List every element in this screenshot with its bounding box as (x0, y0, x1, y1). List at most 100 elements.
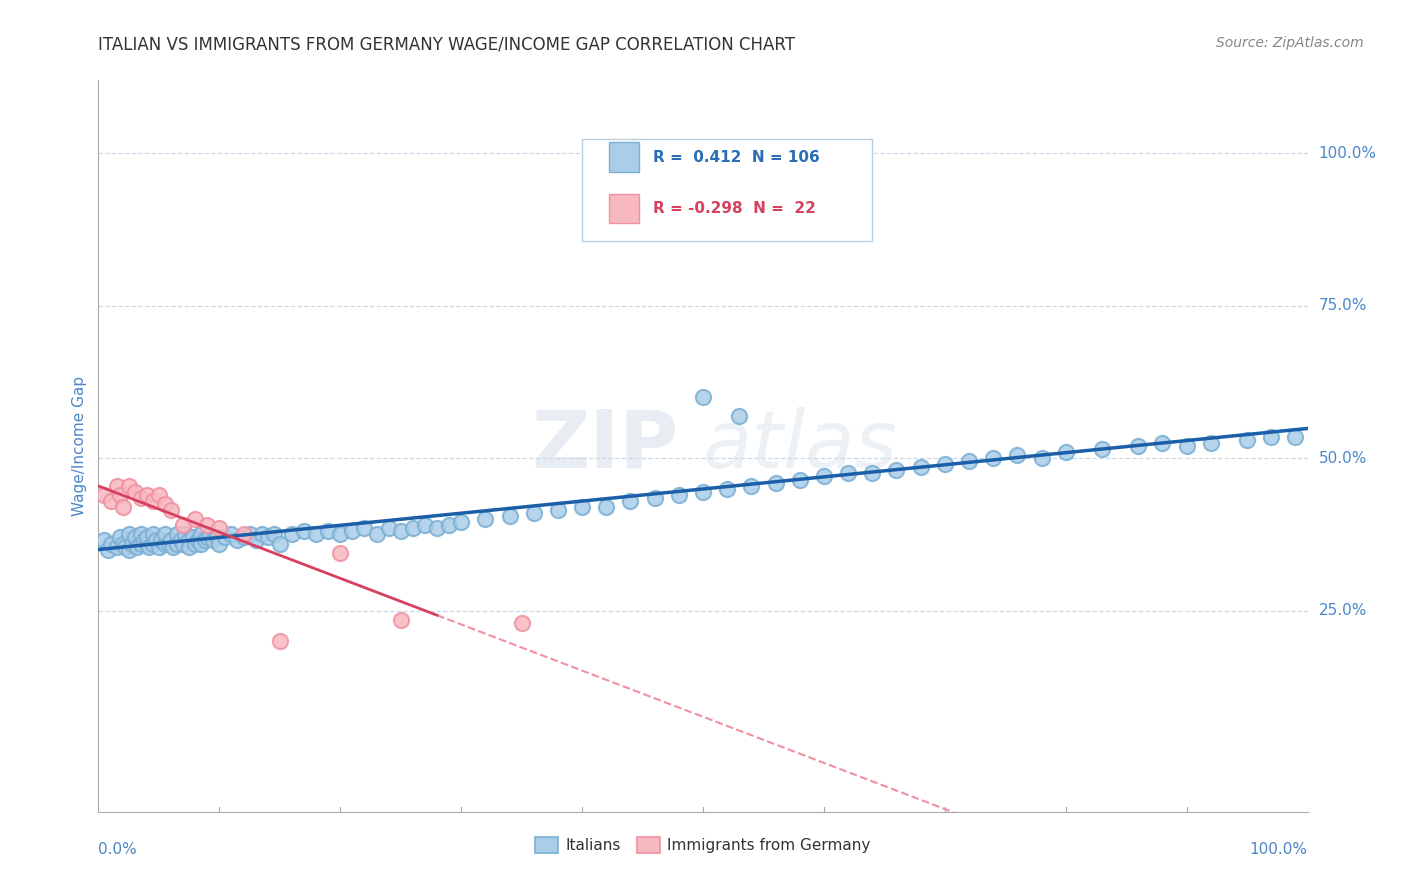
Point (1236, 433, 1258, 447)
Text: 25.0%: 25.0% (1319, 603, 1367, 618)
Point (232, 527, 254, 541)
Point (644, 491, 666, 505)
Point (97, 542, 120, 557)
Point (1054, 445, 1077, 459)
Point (195, 530, 218, 544)
Point (1152, 436, 1174, 450)
Point (108, 488, 131, 502)
Point (765, 475, 787, 490)
Point (837, 467, 859, 481)
Point (413, 518, 436, 533)
Point (181, 530, 204, 544)
Point (1031, 451, 1053, 466)
Point (510, 615, 533, 630)
Point (214, 530, 236, 544)
Point (316, 524, 339, 539)
Point (105, 478, 128, 492)
Point (1128, 439, 1150, 453)
Point (118, 478, 141, 492)
Point (245, 533, 267, 548)
Point (402, 521, 425, 535)
Point (716, 482, 738, 496)
Point (668, 488, 690, 502)
Point (127, 540, 149, 554)
Point (93, 488, 115, 502)
Point (129, 536, 152, 550)
Text: R = -0.298  N =  22: R = -0.298 N = 22 (654, 201, 817, 216)
Point (226, 533, 249, 548)
Point (166, 527, 188, 541)
Point (281, 527, 304, 541)
Point (437, 518, 460, 533)
Point (135, 488, 157, 502)
Point (172, 536, 194, 550)
Point (981, 451, 1004, 466)
Point (426, 521, 449, 535)
Point (250, 527, 273, 541)
Point (692, 390, 714, 404)
Point (153, 497, 176, 511)
Text: 100.0%: 100.0% (1250, 842, 1308, 857)
Point (1091, 442, 1114, 456)
Text: 75.0%: 75.0% (1319, 298, 1367, 313)
Point (153, 527, 176, 541)
Point (184, 536, 207, 550)
Point (138, 540, 160, 554)
Point (118, 527, 141, 541)
Point (160, 503, 183, 517)
Point (195, 518, 218, 533)
Point (142, 536, 165, 550)
Point (239, 527, 262, 541)
Point (910, 460, 932, 475)
FancyBboxPatch shape (609, 194, 638, 223)
Point (1007, 448, 1029, 462)
Point (389, 524, 412, 539)
Point (740, 478, 762, 492)
Point (190, 527, 212, 541)
Point (523, 506, 546, 520)
Text: atlas: atlas (703, 407, 898, 485)
Point (269, 536, 291, 550)
Point (1199, 436, 1222, 450)
Point (129, 527, 152, 541)
Text: R =  0.412  N = 106: R = 0.412 N = 106 (654, 150, 820, 165)
Point (813, 469, 835, 483)
Point (232, 530, 254, 544)
Point (150, 533, 173, 548)
Text: ITALIAN VS IMMIGRANTS FROM GERMANY WAGE/INCOME GAP CORRELATION CHART: ITALIAN VS IMMIGRANTS FROM GERMANY WAGE/… (98, 36, 796, 54)
Point (124, 484, 146, 499)
Point (145, 533, 167, 548)
Point (957, 454, 980, 468)
Point (263, 527, 285, 541)
Point (190, 536, 212, 550)
Point (305, 527, 328, 541)
Point (148, 540, 170, 554)
Point (179, 533, 201, 548)
Y-axis label: Wage/Income Gap: Wage/Income Gap (72, 376, 87, 516)
Point (934, 458, 956, 472)
Point (619, 494, 641, 508)
Point (256, 530, 278, 544)
Point (148, 488, 170, 502)
Point (179, 540, 201, 554)
Text: Source: ZipAtlas.com: Source: ZipAtlas.com (1216, 36, 1364, 50)
FancyBboxPatch shape (609, 143, 638, 171)
FancyBboxPatch shape (582, 139, 872, 241)
Point (108, 530, 131, 544)
Legend: Italians, Immigrants from Germany: Italians, Immigrants from Germany (529, 830, 877, 859)
Point (498, 509, 520, 524)
Point (153, 536, 176, 550)
Point (221, 527, 243, 541)
Point (162, 540, 184, 554)
Point (194, 533, 217, 548)
Point (860, 467, 883, 481)
Point (474, 512, 496, 526)
Point (1175, 439, 1198, 453)
Point (353, 521, 375, 535)
Text: ZIP: ZIP (531, 407, 679, 485)
Point (93, 533, 115, 548)
Point (728, 409, 751, 423)
Point (571, 500, 593, 514)
Point (124, 530, 146, 544)
Point (342, 524, 364, 539)
